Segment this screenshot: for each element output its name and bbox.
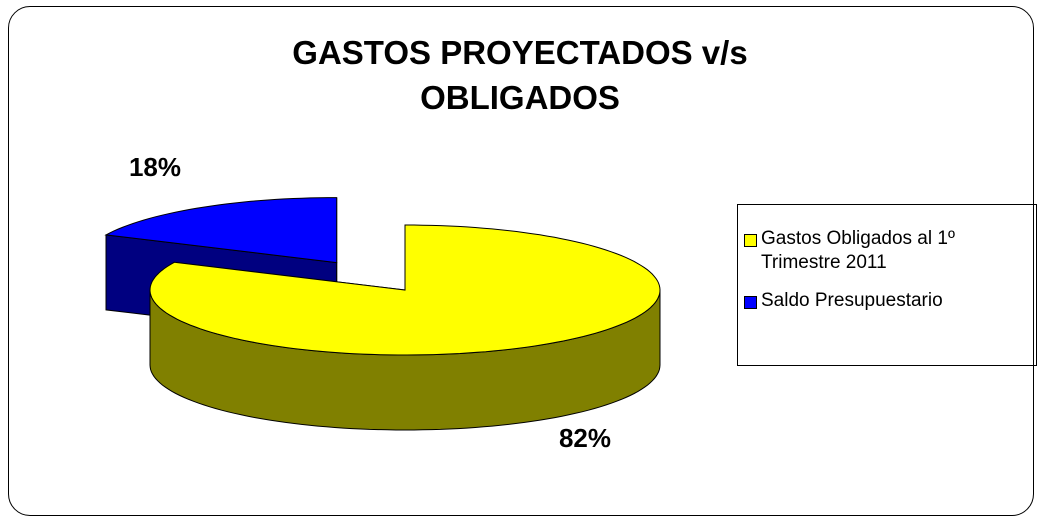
- legend: Gastos Obligados al 1º Trimestre 2011 Sal…: [737, 204, 1037, 366]
- legend-label: Saldo Presupuestario: [761, 290, 943, 311]
- slice: [149, 224, 661, 431]
- legend-item: Saldo Presupuestario: [744, 289, 1036, 313]
- value-label: 18%: [129, 152, 181, 182]
- chart-title: GASTOS PROYECTADOS v/s OBLIGADOS: [292, 34, 748, 116]
- legend-label: Gastos Obligados al 1º Trimestre 2011: [761, 228, 955, 273]
- slice-top: [149, 224, 661, 356]
- legend-item: Gastos Obligados al 1º Trimestre 2011: [744, 227, 1036, 275]
- chart-frame: [8, 6, 1034, 516]
- legend-swatch: [744, 234, 757, 247]
- value-label: 82%: [559, 423, 611, 453]
- slice-top: [104, 197, 338, 264]
- legend-swatch: [744, 296, 757, 309]
